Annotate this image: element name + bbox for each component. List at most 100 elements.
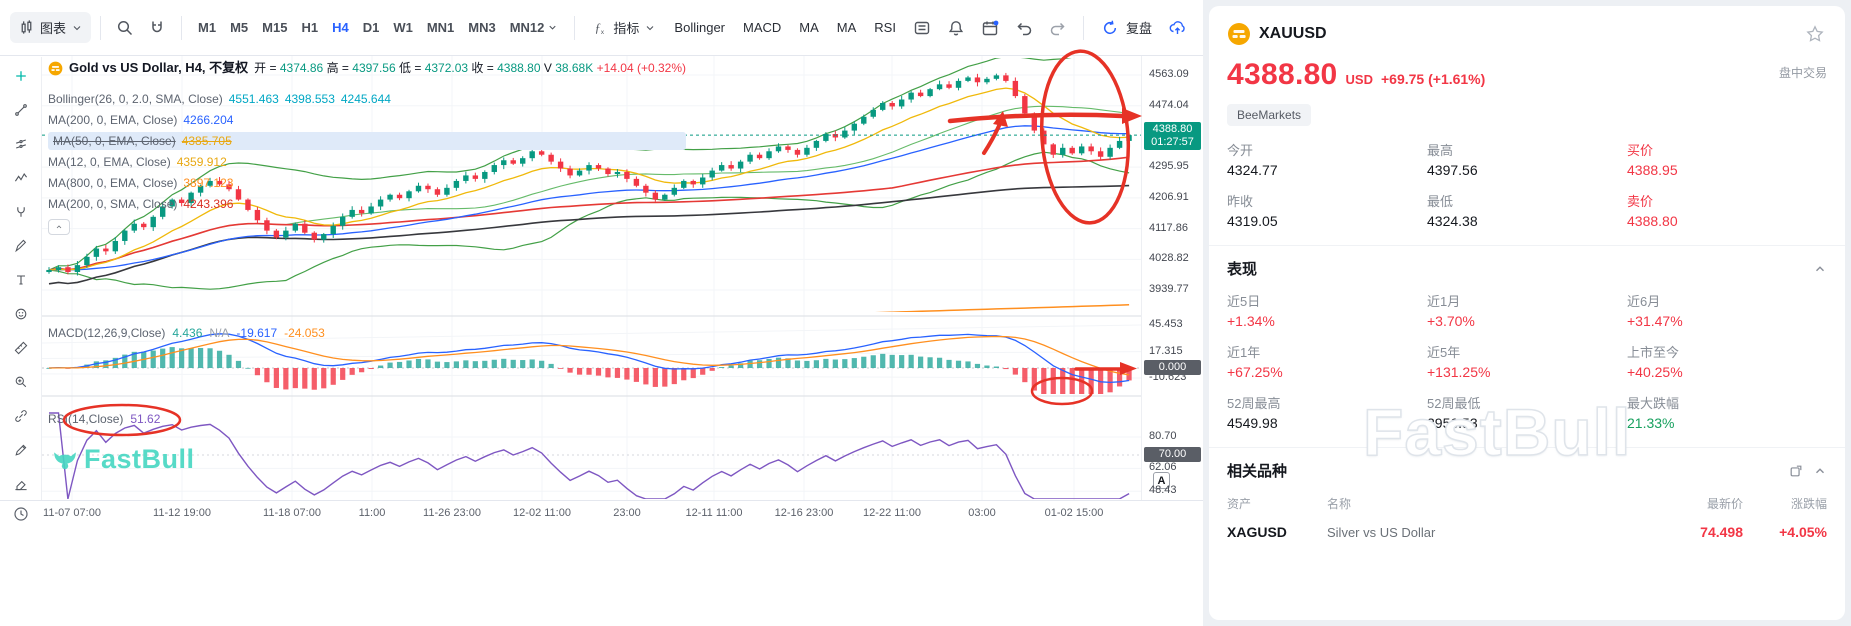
undo-button[interactable] (1008, 12, 1040, 44)
bar-countdown: 01:27:57 (1151, 136, 1194, 149)
axis-tick: 3939.77 (1149, 283, 1189, 296)
chart-type-menu-button[interactable]: 图表 (10, 12, 92, 43)
axis-tick: 4474.04 (1149, 98, 1189, 111)
rsi-legend[interactable]: RSI(14,Close) 51.62 (48, 412, 161, 426)
chart-menu-label: 图表 (40, 21, 67, 36)
perf-since-listing: 上市至今 +40.25% (1627, 345, 1683, 380)
search-icon (117, 20, 133, 35)
related-row-xagusd[interactable]: XAGUSD Silver vs US Dollar 74.498 +4.05% (1227, 524, 1827, 540)
bollinger-legend-row[interactable]: Bollinger(26, 0, 2.0, SMA, Close) 4551.4… (48, 92, 391, 106)
price-axis[interactable]: 4388.80 01:27:57 0.000 70.00 A 4563.09 44… (1141, 56, 1203, 500)
symbol-legend-row[interactable]: Gold vs US Dollar, H4, 不复权 开 = 4374.86 高… (48, 60, 686, 76)
ma50-ema-legend-row-selected[interactable]: MA(50, 0, EMA, Close) 4385.705 (48, 132, 686, 150)
zigzag-wave-icon (14, 172, 27, 182)
pencil-icon (14, 444, 26, 456)
tf-m15[interactable]: M15 (255, 14, 294, 41)
emoji-tool[interactable] (7, 303, 35, 325)
macd-legend[interactable]: MACD(12,26,9,Close) 4.436 N/A -19.617 -2… (48, 326, 325, 340)
replay-button[interactable]: 复盘 (1093, 12, 1160, 43)
chevron-up-icon[interactable] (1813, 464, 1827, 478)
performance-header[interactable]: 表现 (1209, 246, 1845, 279)
tf-mn1[interactable]: MN1 (420, 14, 461, 41)
text-tool[interactable] (7, 269, 35, 291)
measure-tool[interactable] (7, 337, 35, 359)
axis-tick: 4117.86 (1149, 221, 1188, 234)
redo-button[interactable] (1042, 12, 1074, 44)
tf-m5[interactable]: M5 (223, 14, 255, 41)
undo-icon (1017, 22, 1032, 35)
cloud-publish-button[interactable] (1162, 12, 1194, 44)
panel-detach-icon[interactable] (1789, 464, 1803, 478)
indicator-shortcut-rsi[interactable]: RSI (866, 14, 904, 41)
chart-plot-area[interactable]: Gold vs US Dollar, H4, 不复权 开 = 4374.86 高… (42, 56, 1141, 500)
perf-max-drawdown: 最大跌幅 21.33% (1627, 396, 1680, 431)
magnet-mode-button[interactable] (142, 12, 172, 44)
time-tick: 11-07 07:00 (43, 507, 101, 519)
elliott-wave-tool[interactable] (7, 167, 35, 189)
chevron-up-icon (56, 225, 62, 229)
time-tick: 11-26 23:00 (423, 507, 481, 519)
tf-mn12-dropdown[interactable]: MN12 (503, 14, 566, 41)
ma800-ema-legend-row[interactable]: MA(800, 0, EMA, Close) 3897.123 (48, 176, 234, 190)
economic-calendar-button[interactable] (974, 12, 1006, 44)
drawing-tools-sidebar (0, 57, 42, 500)
perf-52w-high: 52周最高 4549.98 (1227, 396, 1281, 431)
indicator-shortcut-bollinger[interactable]: Bollinger (666, 14, 733, 41)
axis-tick: 80.70 (1149, 430, 1177, 443)
tf-m1[interactable]: M1 (191, 14, 223, 41)
toolbar-divider (574, 15, 576, 40)
pitchfork-icon (16, 207, 25, 217)
related-symbols-header[interactable]: 相关品种 (1209, 448, 1845, 481)
tf-mn3[interactable]: MN3 (461, 14, 502, 41)
chevron-up-icon[interactable] (1813, 262, 1827, 276)
broker-chip[interactable]: BeeMarkets (1227, 104, 1312, 126)
tf-d1[interactable]: D1 (356, 14, 387, 41)
quote-header: XAUUSD (1209, 6, 1845, 46)
link-tool[interactable] (7, 405, 35, 427)
parallel-channel-tool[interactable] (7, 133, 35, 155)
axis-auto-button[interactable]: A (1153, 472, 1170, 489)
timezone-clock-icon[interactable] (13, 506, 29, 522)
parallel-channel-icon (15, 139, 26, 149)
currency: USD (1345, 72, 1373, 87)
perf-52w-low: 52周最低 2956.53 (1427, 396, 1481, 431)
search-button[interactable] (110, 12, 140, 44)
bar-change: +14.04 (+0.32%) (596, 61, 686, 75)
pencil-tool[interactable] (7, 439, 35, 461)
time-axis[interactable]: 11-07 07:00 11-12 19:00 11-18 07:00 11:00 11… (0, 500, 1203, 526)
eraser-tool[interactable] (7, 473, 35, 495)
chevron-down-icon (549, 25, 557, 30)
indicator-shortcut-ma-1[interactable]: MA (791, 14, 827, 41)
layout-list-icon (914, 21, 930, 34)
time-tick: 12-22 11:00 (863, 507, 921, 519)
brush-tool[interactable] (7, 235, 35, 257)
stat-bid: 买价 4388.95 (1627, 143, 1678, 178)
layout-templates-button[interactable] (906, 12, 938, 44)
legend-collapse-button[interactable] (48, 219, 70, 235)
tf-h1[interactable]: H1 (294, 14, 325, 41)
axis-tick: 45.453 (1149, 318, 1183, 330)
plus-icon (15, 71, 26, 81)
session-status: 盘中交易 (1778, 66, 1827, 80)
toolbar-divider (181, 15, 183, 40)
zoom-in-tool[interactable] (7, 371, 35, 393)
performance-grid: 近5日 +1.34% 近1月 +3.70% 近6月 +31.47% 近1年 +67.25… (1209, 279, 1845, 431)
favorite-button[interactable] (1803, 22, 1827, 46)
axis-tick: 4206.91 (1149, 190, 1189, 203)
top-toolbar: 图表 M1 M5 M15 H1 H4 D1 W1 MN1 MN3 MN12 (0, 0, 1254, 56)
bull-logo-icon (54, 451, 76, 469)
crosshair-add-tool[interactable] (7, 65, 35, 87)
ma200-sma-legend-row[interactable]: MA(200, 0, SMA, Close) 4243.396 (48, 197, 234, 211)
indicator-shortcut-ma-2[interactable]: MA (829, 14, 865, 41)
tf-w1[interactable]: W1 (386, 14, 420, 41)
pitchfork-tool[interactable] (7, 201, 35, 223)
alerts-button[interactable] (940, 12, 972, 44)
trend-line-tool[interactable] (7, 99, 35, 121)
tf-h4-active[interactable]: H4 (325, 14, 356, 41)
ma12-ema-legend-row[interactable]: MA(12, 0, EMA, Close) 4359.912 (48, 155, 227, 169)
zoom-in-icon (15, 376, 26, 388)
indicator-shortcut-macd[interactable]: MACD (735, 14, 789, 41)
ma200-ema-legend-row[interactable]: MA(200, 0, EMA, Close) 4266.204 (48, 113, 234, 127)
